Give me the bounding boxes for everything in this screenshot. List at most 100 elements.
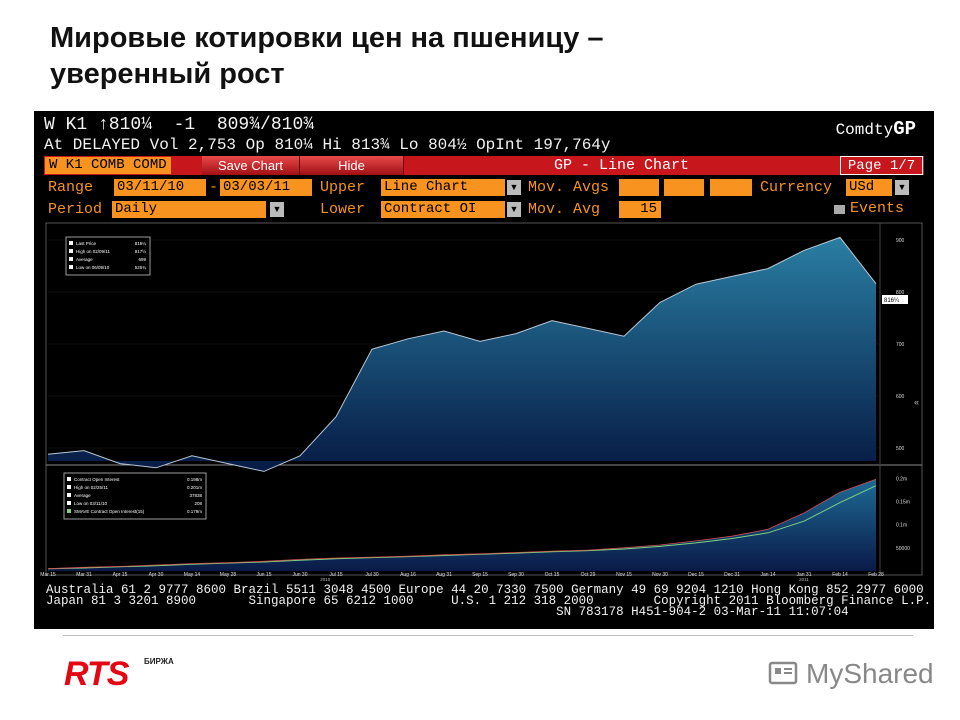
mov-avg-label: Mov. Avg: [528, 201, 601, 218]
mov-avg-field-3[interactable]: [710, 179, 752, 196]
last-price-tag: 816¼: [882, 295, 908, 304]
mov-avg-value[interactable]: 15: [619, 201, 661, 218]
x-tick-label: Mar 15: [40, 572, 56, 578]
last-price-tag-text: 816¼: [884, 298, 900, 304]
lower-dropdown-icon[interactable]: ▼: [507, 202, 521, 217]
oi-area: [48, 479, 876, 571]
footer-contacts-2: Japan 81 3 3201 8900 Singapore 65 6212 1…: [46, 594, 932, 608]
x-tick-label: Apr 15: [113, 572, 128, 578]
x-tick-label: Mar 31: [76, 572, 92, 578]
x-tick-label: Sep 30: [508, 572, 524, 578]
x-axis-labels: Mar 15 Mar 31 Apr 15 Apr 30 May 14 May 28 Jun …: [40, 572, 884, 581]
title-line-1: Мировые котировки цен на пшеницу –: [50, 22, 604, 54]
period-select[interactable]: Daily: [112, 201, 266, 218]
lower-legend-label: SMAVE Contract Open Interest(15): [74, 509, 145, 514]
x-tick-label: Nov 15: [616, 572, 632, 578]
command-bar: [44, 156, 924, 175]
x-tick-label: Jun 15: [256, 572, 271, 578]
x-tick-label: Sep 15: [472, 572, 488, 578]
price-area: [48, 237, 876, 472]
asset-class: Comdty: [835, 121, 894, 139]
currency-dropdown-icon[interactable]: ▼: [895, 180, 909, 195]
legend-swatch: [69, 241, 73, 245]
events-checkbox[interactable]: [834, 205, 845, 214]
lower-legend: Contract Open Interest 0.198m High on 02/2…: [63, 472, 207, 520]
oi-average-line: [47, 485, 877, 570]
lower-legend-value: 37838: [189, 493, 202, 498]
upper-label: Upper: [320, 179, 366, 196]
lower-legend-label: High on 02/25/11: [74, 485, 108, 490]
x-tick-label: Jun 30: [292, 572, 307, 578]
legend-swatch: [69, 249, 73, 253]
x-tick-label: Apr 30: [149, 572, 164, 578]
lower-legend-label: Average: [74, 493, 91, 498]
upper-dropdown-icon[interactable]: ▼: [507, 180, 521, 195]
legend-swatch: [67, 477, 71, 481]
function-code: ComdtyGP: [836, 118, 916, 140]
x-tick-label: Jan 14: [760, 572, 775, 578]
screen-title: GP - Line Chart: [554, 157, 690, 174]
lower-label: Lower: [320, 201, 366, 218]
upper-legend-label: Last Price: [76, 241, 97, 246]
oi-tick-label: 0.2m: [896, 476, 907, 482]
legend-swatch: [69, 265, 73, 269]
price-tick-label: 600: [896, 394, 905, 400]
bloomberg-terminal: W K1 ↑810¼ -1 809¾/810¾ At DELAYED Vol 2…: [34, 111, 934, 629]
save-chart-button[interactable]: Save Chart: [202, 156, 300, 175]
x-year-label: 2011: [799, 577, 809, 581]
currency-label: Currency: [760, 179, 833, 196]
session-line: At DELAYED Vol 2,753 Op 810¼ Hi 813¾ Lo …: [44, 136, 611, 154]
legend-swatch: [67, 493, 71, 497]
currency-select[interactable]: USd: [846, 179, 892, 196]
legend-swatch: [67, 485, 71, 489]
x-tick-label: May 28: [220, 572, 237, 578]
upper-legend-value: 699: [138, 257, 146, 262]
lower-legend-value: 208: [194, 501, 202, 506]
x-tick-label: Nov 30: [652, 572, 668, 578]
range-start-field[interactable]: 03/11/10: [114, 179, 206, 196]
mov-avgs-label: Mov. Avgs: [528, 179, 610, 196]
legend-swatch: [69, 257, 73, 261]
upper-select[interactable]: Line Chart: [381, 179, 505, 196]
x-tick-label: May 14: [184, 572, 201, 578]
x-tick-label: Dec 31: [724, 572, 740, 578]
x-tick-label: Aug 31: [436, 572, 452, 578]
range-label: Range: [48, 179, 94, 196]
period-dropdown-icon[interactable]: ▼: [270, 202, 284, 217]
price-tick-label: 900: [896, 238, 905, 244]
oi-tick-label: 50000: [896, 546, 910, 552]
collapse-icon[interactable]: «: [914, 397, 919, 407]
x-tick-label: Aug 16: [400, 572, 416, 578]
events-label: Events: [850, 200, 905, 217]
upper-legend-label: High on 02/09/11: [76, 249, 110, 254]
price-tick-label: 800: [896, 290, 905, 296]
rts-logo: RTS: [64, 655, 129, 693]
x-year-label: 2010: [320, 577, 331, 581]
x-tick-label: Jul 30: [365, 572, 379, 578]
upper-legend-label: Average: [76, 257, 93, 262]
range-dash: -: [209, 179, 219, 196]
upper-legend-value: 816¼: [135, 241, 147, 246]
function-key: GP: [893, 118, 916, 140]
mov-avg-field-2[interactable]: [664, 179, 704, 196]
price-line: [47, 236, 877, 472]
range-end-field[interactable]: 03/03/11: [220, 179, 312, 196]
oi-tick-label: 0.1m: [896, 523, 907, 529]
upper-legend-value: 917½: [135, 248, 147, 254]
x-tick-label: Dec 15: [688, 572, 704, 578]
page-indicator[interactable]: Page 1/7: [840, 156, 923, 175]
legend-swatch: [67, 501, 71, 505]
lower-legend-value: 0.198m: [187, 477, 202, 482]
oi-tick-label: 0.15m: [896, 499, 910, 505]
lower-select[interactable]: Contract OI: [381, 201, 505, 218]
chart-plot: 900 800 700 600 500 816¼ « Last Price 816¼ Hig…: [40, 222, 923, 581]
hide-button[interactable]: Hide: [300, 156, 404, 175]
lower-legend-value: 0.179m: [187, 509, 202, 514]
title-line-2: уверенный рост: [50, 58, 285, 90]
mov-avg-field-1[interactable]: [619, 179, 659, 196]
x-tick-label: Jul 15: [329, 572, 343, 578]
price-tick-label: 500: [896, 446, 905, 452]
security-tag[interactable]: W K1 COMB COMD: [45, 157, 171, 174]
period-label: Period: [48, 201, 103, 218]
x-tick-label: Oct 29: [581, 572, 596, 578]
